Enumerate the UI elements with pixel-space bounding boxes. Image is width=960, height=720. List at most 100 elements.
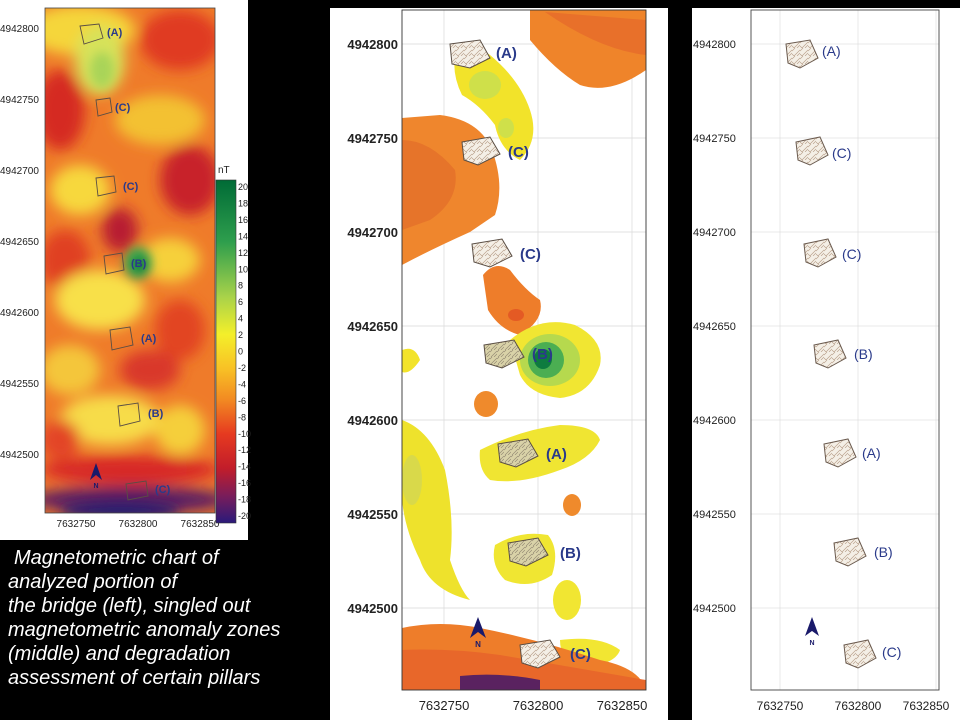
pillar-label: (A) xyxy=(822,43,841,59)
pillar-label: (B) xyxy=(560,545,581,562)
north-arrow-icon: N xyxy=(805,617,819,647)
pillar-label: (C) xyxy=(832,145,851,161)
north-arrow-icon: N xyxy=(470,617,486,649)
svg-text:N: N xyxy=(93,483,98,490)
colorbar-tick-label: 16 xyxy=(238,215,248,225)
pillar-outline xyxy=(803,238,837,268)
pillar-label: (A) xyxy=(546,446,567,463)
y-tick-label: 4942550 xyxy=(347,507,398,522)
y-tick-label: 4942600 xyxy=(347,413,398,428)
colorbar-tick-label: -10 xyxy=(238,429,251,439)
colorbar-tick-label: 10 xyxy=(238,264,248,274)
caption-line: magnetometric anomaly zones xyxy=(8,619,281,641)
y-tick-label: 4942800 xyxy=(0,24,39,35)
colorbar-tick-label: -16 xyxy=(238,478,251,488)
pillar-label: (B) xyxy=(131,258,147,270)
pillar-label: (B) xyxy=(874,544,893,560)
x-tick-label: 7632750 xyxy=(757,699,804,713)
y-tick-label: 4942800 xyxy=(347,37,398,52)
svg-text:N: N xyxy=(809,640,814,647)
pillar-label: (C) xyxy=(882,644,901,660)
colorbar-tick-label: 6 xyxy=(238,297,243,307)
pillar-outline xyxy=(109,326,134,351)
colorbar-tick-label: -4 xyxy=(238,379,246,389)
right-map-panel: (A) (C) (C) (B) (A) (B) (C) N 4942800 49… xyxy=(692,8,960,720)
y-tick-label: 4942600 xyxy=(693,415,736,427)
left-x-axis: 7632750 7632800 7632850 xyxy=(57,519,220,530)
y-tick-label: 4942500 xyxy=(0,450,39,461)
y-tick-label: 4942750 xyxy=(0,95,39,106)
colorbar xyxy=(215,179,237,524)
colorbar-tick-label: -14 xyxy=(238,462,251,472)
x-tick-label: 7632750 xyxy=(57,519,96,530)
legend-unit: nT xyxy=(218,165,230,176)
pillar-label: (B) xyxy=(532,346,553,363)
colorbar-tick-label: -8 xyxy=(238,412,246,422)
colorbar-tick-label: -12 xyxy=(238,445,251,455)
middle-y-axis: 4942800 4942750 4942700 4942650 4942600 … xyxy=(347,37,398,616)
pillar-label: (A) xyxy=(141,333,157,345)
x-tick-label: 7632800 xyxy=(835,699,882,713)
pillar-outline xyxy=(95,97,113,117)
x-tick-label: 7632850 xyxy=(903,699,950,713)
right-pillar-labels: (A) (C) (C) (B) (A) (B) (C) xyxy=(822,43,901,660)
middle-pillars xyxy=(449,39,561,669)
pillar-label: (A) xyxy=(862,445,881,461)
y-tick-label: 4942700 xyxy=(347,225,398,240)
left-map-panel: 4942800 4942750 4942700 4942650 4942600 … xyxy=(0,0,251,540)
pillar-outline xyxy=(471,238,513,268)
pillar-label: (C) xyxy=(123,181,139,193)
pillar-outline xyxy=(79,23,104,45)
caption-line: assessment of certain pillars xyxy=(8,667,261,689)
pillar-label: (C) xyxy=(842,246,861,262)
x-tick-label: 7632850 xyxy=(597,698,648,713)
colorbar-tick-label: 14 xyxy=(238,231,248,241)
pillar-outline xyxy=(833,537,867,567)
caption-line: the bridge (left), singled out xyxy=(8,595,251,617)
pillar-outline xyxy=(483,339,525,369)
pillar-label: (C) xyxy=(508,144,529,161)
pillar-label: (B) xyxy=(148,408,164,420)
pillar-outline xyxy=(519,639,561,669)
pillar-outline xyxy=(117,402,141,427)
middle-map-panel: (A) (C) (C) (B) (A) (B) (C) N 4942800 49… xyxy=(330,8,668,720)
right-x-axis: 7632750 7632800 7632850 xyxy=(757,699,950,713)
colorbar-tick-label: 4 xyxy=(238,314,243,324)
north-arrow-icon: N xyxy=(90,463,102,490)
colorbar-tick-label: 20 xyxy=(238,182,248,192)
pillar-outline xyxy=(795,136,829,166)
colorbar-tick-label: -6 xyxy=(238,396,246,406)
y-tick-label: 4942500 xyxy=(693,603,736,615)
pillar-outline xyxy=(103,252,125,275)
colorbar-ticks: 20181614121086420-2-4-6-8-10-12-14-16-18… xyxy=(238,182,251,521)
pillar-outline xyxy=(461,136,501,166)
pillar-label: (A) xyxy=(107,27,123,39)
colorbar-tick-label: 18 xyxy=(238,198,248,208)
colorbar-tick-label: -18 xyxy=(238,495,251,505)
y-tick-label: 4942550 xyxy=(693,509,736,521)
pillar-outline xyxy=(813,339,847,369)
y-tick-label: 4942800 xyxy=(693,39,736,51)
colorbar-tick-label: 12 xyxy=(238,248,248,258)
x-tick-label: 7632800 xyxy=(513,698,564,713)
pillar-label: (C) xyxy=(115,102,131,114)
pillar-outline xyxy=(785,39,819,69)
x-tick-label: 7632750 xyxy=(419,698,470,713)
colorbar-tick-label: 2 xyxy=(238,330,243,340)
caption-line: analyzed portion of xyxy=(8,571,178,593)
colorbar-legend: nT 20181614121086420-2-4-6-8-10-12-14-16… xyxy=(215,165,251,524)
y-tick-label: 4942700 xyxy=(693,227,736,239)
pillar-outline xyxy=(823,438,857,468)
colorbar-tick-label: 8 xyxy=(238,281,243,291)
colorbar-tick-label: -20 xyxy=(238,511,251,521)
pillar-label: (C) xyxy=(570,646,591,663)
pillar-outline xyxy=(507,537,549,567)
x-tick-label: 7632800 xyxy=(119,519,158,530)
x-tick-label: 7632850 xyxy=(181,519,220,530)
y-tick-label: 4942650 xyxy=(693,321,736,333)
pillar-outline xyxy=(843,639,877,669)
colorbar-tick-label: -2 xyxy=(238,363,246,373)
y-tick-label: 4942750 xyxy=(347,131,398,146)
pillar-label: (C) xyxy=(520,246,541,263)
